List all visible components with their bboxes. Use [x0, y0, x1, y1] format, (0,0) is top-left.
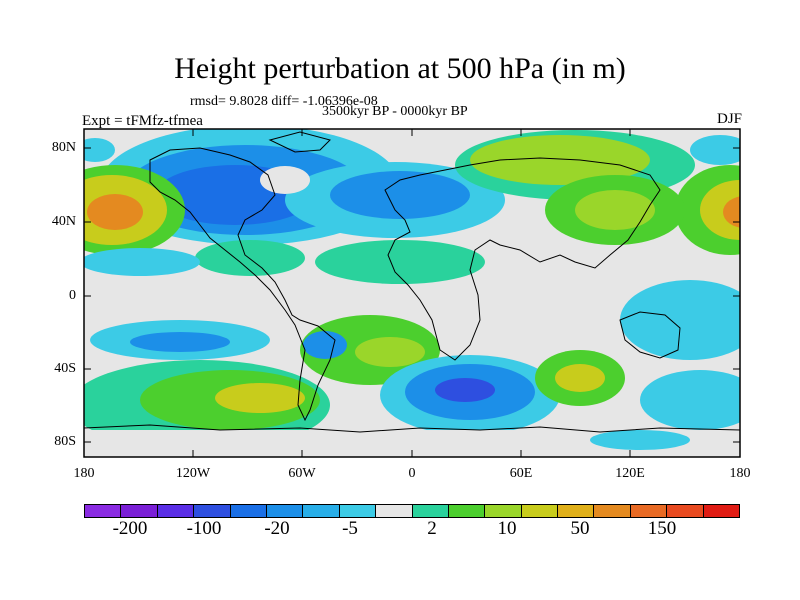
colorbar-label: -100	[186, 518, 222, 539]
atlantic-band	[195, 240, 305, 276]
colorbar-label: -5	[342, 518, 358, 539]
sind-blue-core	[435, 378, 495, 402]
x-ticks	[192, 129, 631, 457]
sa-blue	[303, 331, 347, 359]
x-tick-label: 120E	[615, 466, 645, 481]
x-tick-label: 60W	[288, 466, 316, 481]
y-tick-label: 0	[69, 288, 76, 303]
colorbar-label: 150	[647, 518, 677, 539]
colorbar-swatch	[703, 505, 740, 517]
x-tick-label: 180	[729, 466, 751, 481]
americas-coast	[149, 147, 336, 422]
colorbar-label: 50	[570, 518, 590, 539]
experiment-label: Expt = tFMfz-tfmea	[82, 113, 203, 129]
colorbar-swatch	[303, 505, 340, 517]
colorbar-swatch	[594, 505, 631, 517]
colorbar-swatch	[667, 505, 704, 517]
season-label: DJF	[716, 111, 742, 127]
nw-corner-blue	[84, 138, 115, 162]
antarctic-blue	[590, 430, 690, 450]
n-africa-band	[315, 240, 485, 284]
colorbar-swatch	[521, 505, 559, 517]
stats-line: rmsd= 9.8028 diff= -1.06396e-08	[190, 94, 378, 109]
spac-blue	[640, 370, 740, 430]
colorbar-label: -200	[112, 518, 148, 539]
coastlines	[84, 131, 740, 433]
siberia-mid	[470, 135, 650, 185]
colorbar	[84, 504, 740, 518]
swpac-blue	[620, 280, 740, 360]
antarctica-coast	[84, 424, 740, 433]
colorbar-swatch	[339, 505, 377, 517]
ne-corner-blue	[690, 135, 740, 165]
eurasia-africa-coast	[384, 157, 661, 361]
x-tick-label: 120W	[175, 466, 211, 481]
x-tick-label: 60E	[509, 466, 533, 481]
map-title: Height perturbation at 500 hPa (in m)	[174, 52, 626, 85]
sepac-blue-core	[130, 332, 230, 352]
asia-green-core	[575, 190, 655, 230]
npac-high-core	[87, 194, 143, 230]
colorbar-swatch	[558, 505, 595, 517]
colorbar-swatch	[266, 505, 304, 517]
so-green-west-core	[215, 383, 305, 413]
colorbar-swatch	[412, 505, 449, 517]
eurasia-low-core	[330, 171, 470, 219]
colorbar-swatch	[194, 505, 231, 517]
colorbar-swatch	[121, 505, 158, 517]
x-tick-label: 0	[408, 466, 416, 481]
y-tick-label: 80S	[54, 434, 76, 449]
colorbar-label: 2	[427, 518, 437, 539]
y-ticks	[84, 147, 740, 443]
colorbar-label: -20	[264, 518, 290, 539]
epac-blue	[84, 248, 200, 276]
greenland-coast	[268, 131, 331, 153]
period-line: 3500kyr BP - 0000kyr BP	[322, 104, 468, 119]
x-tick-label: 180	[73, 466, 95, 481]
colorbar-swatch	[230, 505, 267, 517]
colorbar-swatch	[630, 505, 668, 517]
colorbar-label: 10	[497, 518, 517, 539]
contour-fills	[84, 129, 740, 457]
npac-east-core	[723, 196, 740, 228]
australia-coast	[619, 311, 681, 359]
colorbar-swatch	[85, 505, 122, 517]
y-tick-label: 40N	[51, 214, 76, 229]
colorbar-swatch	[157, 505, 195, 517]
sind-green-core	[555, 364, 605, 392]
y-tick-label: 40S	[54, 361, 76, 376]
colorbar-swatch	[448, 505, 486, 517]
hudson-neutral	[260, 166, 310, 194]
y-tick-label: 80N	[51, 140, 76, 155]
npac-east-mid	[700, 180, 740, 240]
colorbar-swatch	[485, 505, 522, 517]
colorbar-swatch	[376, 505, 413, 517]
satl-green-core	[355, 337, 425, 367]
